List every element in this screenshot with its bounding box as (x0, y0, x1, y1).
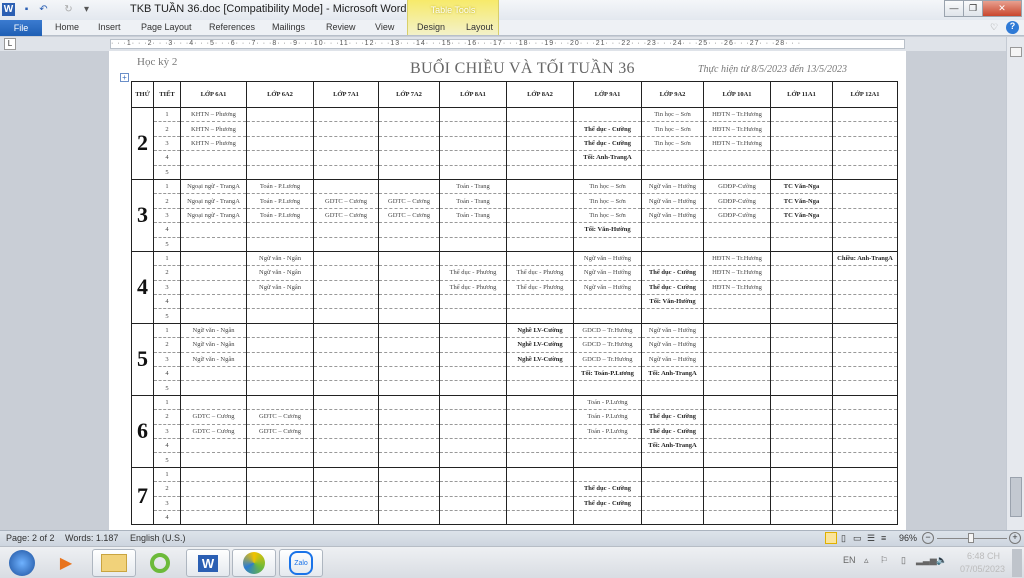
semester-label: Học kỳ 2 (137, 56, 178, 68)
clock-date[interactable]: 07/05/2023 (960, 564, 1006, 574)
window-title: TKB TUẦN 36.doc [Compatibility Mode] - M… (130, 3, 407, 15)
page-count[interactable]: Page: 2 of 2 (6, 533, 55, 543)
outline-icon[interactable]: ☰ (867, 533, 876, 543)
taskbar-coccoc[interactable] (138, 549, 182, 577)
taskbar-zalo[interactable]: Zalo (279, 549, 323, 577)
view-ruler-icon[interactable] (1010, 47, 1022, 57)
battery-icon[interactable]: ▯ (901, 555, 906, 565)
redo-icon[interactable]: ↻ (64, 4, 73, 15)
taskbar: ▶ W Zalo EN ▵ ⚐ ▯ ▂▃▅ 🔈 6:48 CH 07/05/20… (0, 546, 1024, 578)
table-tools-group: Table Tools Design Layout (407, 0, 499, 35)
word-app-icon: W (197, 554, 219, 572)
close-button[interactable]: ✕ (982, 0, 1022, 17)
status-bar: Page: 2 of 2 Words: 1.187 English (U.S.)… (0, 530, 1024, 546)
tab-references[interactable]: References (209, 22, 256, 32)
show-desktop-button[interactable] (1012, 549, 1022, 577)
restore-button[interactable]: ❐ (963, 0, 983, 17)
windows-logo-icon (9, 550, 35, 576)
ribbon-tabs: Home Insert Page Layout References Maili… (0, 20, 1024, 36)
tab-page-layout[interactable]: Page Layout (141, 22, 192, 32)
tab-review[interactable]: Review (326, 22, 356, 32)
document-page[interactable] (109, 51, 906, 530)
help-icon[interactable]: ? (1006, 21, 1019, 34)
tab-view[interactable]: View (375, 22, 395, 32)
action-center-flag-icon[interactable]: ⚐ (880, 555, 889, 565)
zoom-out-icon[interactable]: − (922, 532, 934, 544)
table-move-handle-icon[interactable]: + (120, 73, 129, 82)
school-app-icon (243, 552, 265, 574)
clock-time[interactable]: 6:48 CH (967, 551, 1001, 561)
print-layout-icon[interactable] (825, 532, 837, 544)
document-title: BUỔI CHIỀU VÀ TỐI TUẦN 36 (410, 60, 635, 77)
start-button[interactable] (0, 549, 44, 577)
tab-mailings[interactable]: Mailings (272, 22, 306, 32)
folder-icon (101, 554, 127, 572)
date-range: Thực hiện từ 8/5/2023 đến 13/5/2023 (698, 64, 847, 75)
zoom-in-icon[interactable]: + (1009, 532, 1021, 544)
tab-home[interactable]: Home (55, 22, 80, 32)
volume-icon[interactable]: 🔈 (936, 555, 948, 565)
language-indicator[interactable]: EN (843, 555, 856, 565)
table-tools-label: Table Tools (430, 5, 476, 15)
network-icon[interactable]: ▂▃▅ (916, 555, 937, 565)
customize-toolbar-icon[interactable]: ▾ (83, 4, 90, 15)
horizontal-ruler[interactable]: · · ·1· · ·2· · ·3· · ·4· · ·5· · ·6· · … (110, 39, 905, 49)
title-bar: W ▪ ↶ ↻ ▾ TKB TUẦN 36.doc [Compatibility… (0, 0, 1024, 20)
coccoc-icon (150, 553, 170, 573)
tab-insert[interactable]: Insert (98, 22, 121, 32)
word-icon[interactable]: W (2, 3, 15, 16)
save-icon[interactable]: ▪ (24, 4, 29, 15)
minimize-ribbon-icon[interactable]: ♡ (990, 22, 999, 32)
taskbar-media-player[interactable]: ▶ (44, 549, 88, 577)
taskbar-word[interactable]: W (186, 549, 230, 577)
taskbar-school-app[interactable] (232, 549, 276, 577)
zoom-slider-thumb[interactable] (967, 533, 974, 543)
vertical-scrollbar[interactable] (1006, 37, 1024, 530)
undo-icon[interactable]: ↶ (39, 4, 48, 15)
show-hidden-icons[interactable]: ▵ (864, 555, 869, 565)
file-tab[interactable]: File (0, 20, 42, 36)
word-count[interactable]: Words: 1.187 (65, 533, 119, 543)
draft-icon[interactable]: ≡ (881, 533, 887, 543)
full-screen-reading-icon[interactable]: ▯ (841, 533, 846, 543)
minimize-button[interactable]: — (944, 0, 964, 17)
zalo-icon: Zalo (289, 551, 313, 575)
media-player-icon: ▶ (59, 555, 73, 572)
language[interactable]: English (U.S.) (130, 533, 186, 543)
web-layout-icon[interactable]: ▭ (853, 533, 862, 543)
scroll-thumb[interactable] (1010, 477, 1022, 517)
taskbar-file-explorer[interactable] (92, 549, 136, 577)
tab-design[interactable]: Design (417, 22, 446, 32)
zoom-level[interactable]: 96% (899, 533, 918, 543)
tab-layout[interactable]: Layout (466, 22, 494, 32)
tab-selector-icon[interactable]: L (4, 38, 16, 50)
